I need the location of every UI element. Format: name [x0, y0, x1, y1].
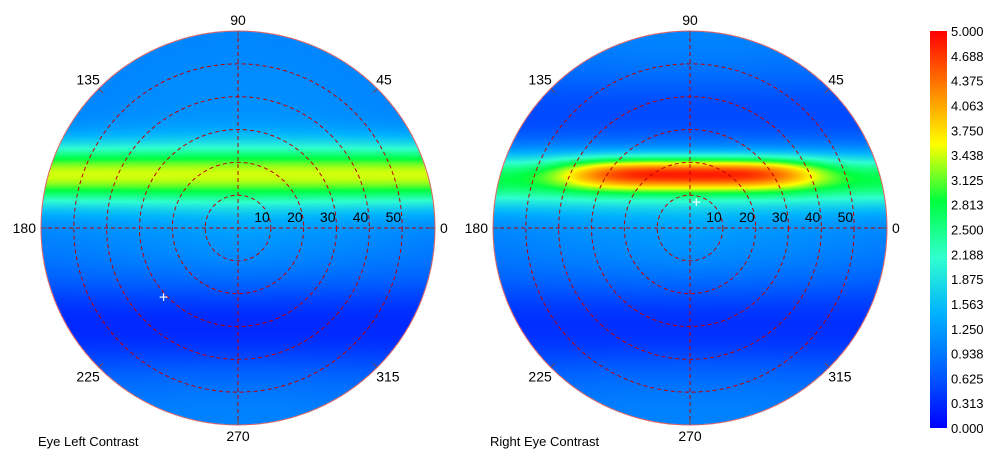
angle-label-90: 90	[682, 12, 698, 28]
radial-label-30: 30	[772, 209, 788, 225]
peak-marker: +	[159, 289, 168, 306]
angle-label-225: 225	[76, 368, 100, 384]
colorbar-tick-label: 3.125	[951, 173, 984, 188]
colorbar-tick-label: 4.375	[951, 74, 984, 89]
angle-label-135: 135	[76, 72, 100, 88]
colorbar: 5.000 4.688 4.375 4.063 3.750 3.438 3.125 2.813…	[930, 24, 984, 436]
radial-label-20: 20	[287, 209, 303, 225]
colorbar-tick-label: 0.625	[951, 371, 984, 386]
angle-label-45: 45	[376, 72, 392, 88]
colorbar-tick-label: 0.000	[951, 421, 984, 436]
angle-tick-mark-135	[550, 88, 556, 94]
colorbar-tick-label: 2.188	[951, 247, 984, 262]
colorbar-tick-label: 3.750	[951, 123, 984, 138]
angle-tick-mark-225	[98, 362, 104, 368]
angle-label-270: 270	[678, 428, 702, 444]
colorbar-tick-label: 1.563	[951, 297, 984, 312]
angle-label-45: 45	[828, 72, 844, 88]
angle-label-135: 135	[528, 72, 552, 88]
radial-label-10: 10	[706, 209, 722, 225]
radial-grid-circle-50	[73, 63, 403, 393]
angle-label-180: 180	[465, 220, 489, 236]
angle-label-180: 180	[13, 220, 37, 236]
colorbar-tick-label: 1.875	[951, 272, 984, 287]
polar-plot-2: 0 45 90 135 180 225 270 315 10 20 30 40 50 + Right Eye…	[465, 12, 900, 449]
radial-label-50: 50	[386, 209, 402, 225]
angle-tick-mark-135	[98, 88, 104, 94]
radial-label-30: 30	[320, 209, 336, 225]
peak-marker: +	[692, 195, 701, 212]
colorbar-tick-label: 2.813	[951, 198, 984, 213]
angle-tick-mark-225	[550, 362, 556, 368]
polar-plot-1: 0 45 90 135 180 225 270 315 10 20 30 40 50 + Eye Left …	[13, 12, 448, 449]
radial-label-10: 10	[254, 209, 270, 225]
colorbar-tick-label: 4.688	[951, 49, 984, 64]
colorbar-tick-label: 0.938	[951, 347, 984, 362]
colorbar-tick-label: 1.250	[951, 322, 984, 337]
radial-grid-circle-50	[525, 63, 855, 393]
colorbar-gradient	[930, 31, 947, 428]
colorbar-tick-label: 5.000	[951, 24, 984, 39]
angle-label-90: 90	[230, 12, 246, 28]
angle-label-0: 0	[892, 220, 900, 236]
plot-caption: Eye Left Contrast	[38, 434, 139, 449]
plot-caption: Right Eye Contrast	[490, 434, 599, 449]
angle-tick-mark-45	[372, 88, 378, 94]
colorbar-tick-label: 0.313	[951, 396, 984, 411]
angle-tick-mark-45	[824, 88, 830, 94]
radial-label-40: 40	[353, 209, 369, 225]
angle-label-315: 315	[376, 368, 400, 384]
angle-label-225: 225	[528, 368, 552, 384]
radial-label-50: 50	[838, 209, 854, 225]
radial-label-20: 20	[739, 209, 755, 225]
angle-tick-mark-315	[372, 362, 378, 368]
colorbar-tick-label: 2.500	[951, 223, 984, 238]
angle-label-270: 270	[226, 428, 250, 444]
angle-tick-mark-315	[824, 362, 830, 368]
radial-label-40: 40	[805, 209, 821, 225]
colorbar-tick-label: 3.438	[951, 148, 984, 163]
angle-label-315: 315	[828, 368, 852, 384]
angle-label-0: 0	[440, 220, 448, 236]
colorbar-tick-label: 4.063	[951, 98, 984, 113]
